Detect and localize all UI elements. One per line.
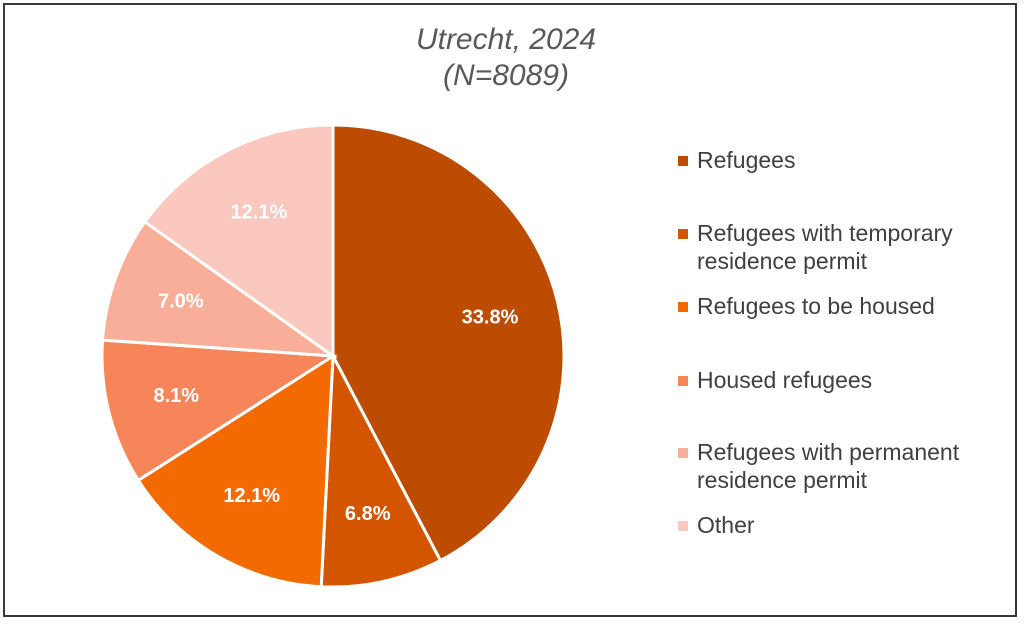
title-text: Utrecht, 2024 [415,23,597,56]
slice-data-label: 12.1% [231,201,288,223]
legend-item-housed: Housed refugees [678,366,1008,394]
pie-slice-3 [100,338,338,483]
legend-label: Refugees with permanent residence permit [697,439,960,493]
legend-swatch [678,448,688,458]
legend-label: Refugees with temporary residence permit [697,220,953,274]
pie-slice-0 [331,123,566,563]
legend-swatch [678,229,688,239]
legend-label: Other [697,512,755,538]
legend-label: Housed refugees [697,367,873,393]
legend-item-other: Other [678,511,1008,539]
slice-data-label: 8.1% [154,385,200,407]
pie-slice-2 [136,353,335,589]
legend-item-refugees: Refugees [678,146,1008,174]
subtitle-text: (N=8089) [443,59,569,92]
legend-item-to-be-housed: Refugees to be housed [678,292,1008,320]
slice-data-label: 7.0% [158,291,204,313]
legend-swatch [678,376,688,386]
legend-label: Refugees [697,147,796,173]
legend-swatch [678,521,688,531]
legend-swatch [678,156,688,166]
pie-slice-4 [100,219,339,358]
legend-item-temporary-permit: Refugees with temporary residence permit [678,219,1008,275]
slice-data-label: 33.8% [462,306,519,328]
legend-label: Refugees to be housed [697,293,935,319]
chart-title: Utrecht, 2024 (N=8089) [336,22,676,94]
slice-data-label: 12.1% [223,485,280,507]
pie-slice-5 [142,123,335,359]
pie-slice-1 [319,350,443,589]
legend-swatch [678,302,688,312]
slice-data-label: 6.8% [345,503,391,525]
legend-item-permanent-permit: Refugees with permanent residence permit [678,438,1008,494]
